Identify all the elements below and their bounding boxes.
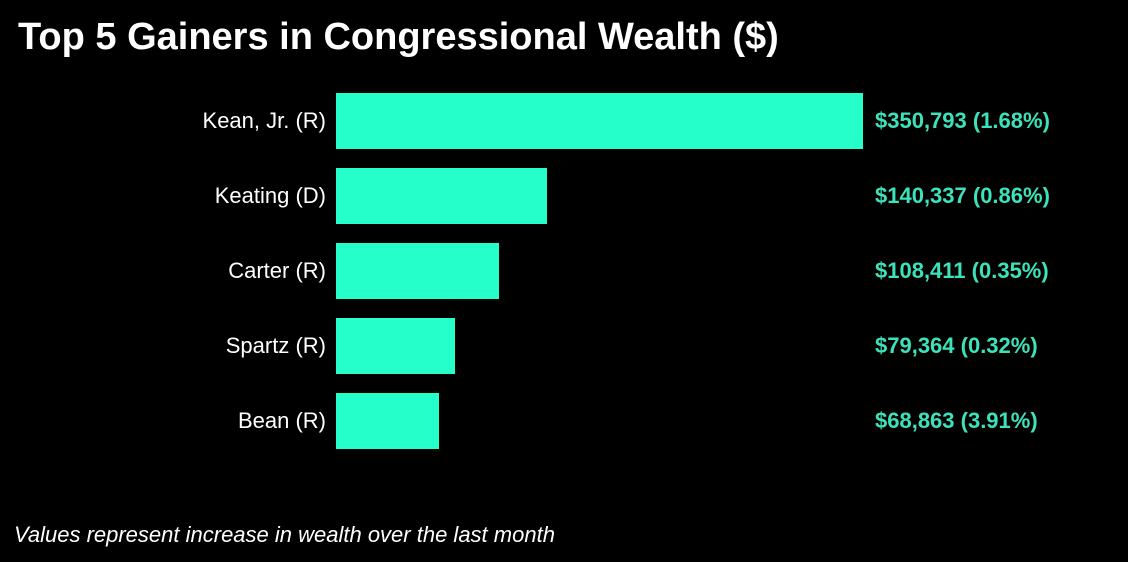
bar-row: Carter (R) $108,411 (0.35%) xyxy=(0,243,1128,299)
bar-track xyxy=(336,168,863,224)
value-label: $140,337 (0.86%) xyxy=(875,183,1050,208)
bar-track xyxy=(336,93,863,149)
value-label: $350,793 (1.68%) xyxy=(875,108,1050,133)
bar-row: Kean, Jr. (R) $350,793 (1.68%) xyxy=(0,93,1128,149)
bar xyxy=(336,168,547,224)
bar-track xyxy=(336,243,863,299)
bar xyxy=(336,393,440,449)
value-label: $79,364 (0.32%) xyxy=(875,333,1038,358)
category-label: Bean (R) xyxy=(237,408,326,433)
category-label: Carter (R) xyxy=(228,258,326,283)
value-label: $108,411 (0.35%) xyxy=(875,258,1049,283)
chart-title: Top 5 Gainers in Congressional Wealth ($… xyxy=(18,16,779,58)
category-label: Kean, Jr. (R) xyxy=(202,108,326,133)
bar xyxy=(336,93,863,149)
bar xyxy=(336,243,499,299)
bar-row: Keating (D) $140,337 (0.86%) xyxy=(0,168,1128,224)
bar-row: Bean (R) $68,863 (3.91%) xyxy=(0,393,1128,449)
bar-track xyxy=(336,318,863,374)
category-label: Keating (D) xyxy=(214,183,326,208)
bar-track xyxy=(336,393,863,449)
bar-row: Spartz (R) $79,364 (0.32%) xyxy=(0,318,1128,374)
bar-chart: Kean, Jr. (R) $350,793 (1.68%) Keating (… xyxy=(0,93,1128,468)
value-label: $68,863 (3.91%) xyxy=(875,408,1038,433)
category-label: Spartz (R) xyxy=(225,333,326,358)
bar xyxy=(336,318,456,374)
footnote: Values represent increase in wealth over… xyxy=(14,522,555,547)
